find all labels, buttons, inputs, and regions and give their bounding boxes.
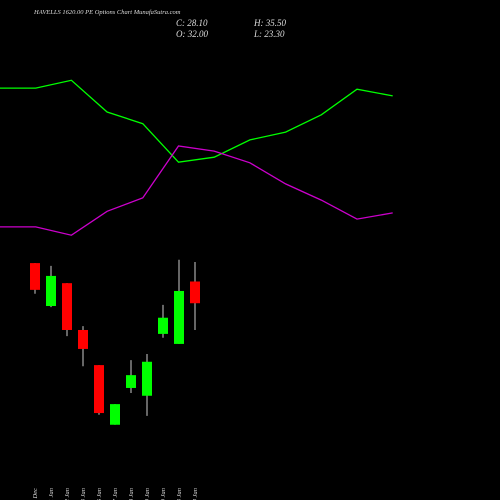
candle-body xyxy=(190,281,200,304)
x-tick-label: 01 Jan xyxy=(48,488,55,500)
candle-body xyxy=(30,263,40,290)
candle-body xyxy=(78,329,88,349)
x-tick-label: 08 Jan xyxy=(128,488,135,500)
x-tick-label: 03 Jan xyxy=(80,488,87,500)
x-tick-label: 14 Jan xyxy=(192,488,199,500)
x-tick-label: 07 Jan xyxy=(112,488,119,500)
indicator-line xyxy=(0,145,393,236)
x-tick-label: 10 Jan xyxy=(160,488,167,500)
chart-title: HAVELLS 1620.00 PE Options Chart MunafaS… xyxy=(33,9,181,16)
x-tick-label: 13 Jan xyxy=(176,488,183,500)
info-low: L: 23.30 xyxy=(253,29,285,39)
candle-body xyxy=(142,361,152,396)
indicator-line xyxy=(0,79,393,163)
x-tick-label: 06 Jan xyxy=(96,488,103,500)
candle-body xyxy=(110,404,120,425)
x-tick-label: 09 Jan xyxy=(144,488,151,500)
candle-body xyxy=(158,317,168,334)
info-open: O: 32.00 xyxy=(176,29,208,39)
candle-body xyxy=(94,365,104,414)
candle-body xyxy=(126,375,136,388)
x-tick-label: 02 Jan xyxy=(64,488,71,500)
candle-body xyxy=(174,290,184,344)
info-high: H: 35.50 xyxy=(253,18,286,28)
candle-body xyxy=(62,283,72,330)
info-close: C: 28.10 xyxy=(176,18,208,28)
x-tick-label: 31 Dec xyxy=(32,488,39,500)
candle-body xyxy=(46,275,56,307)
